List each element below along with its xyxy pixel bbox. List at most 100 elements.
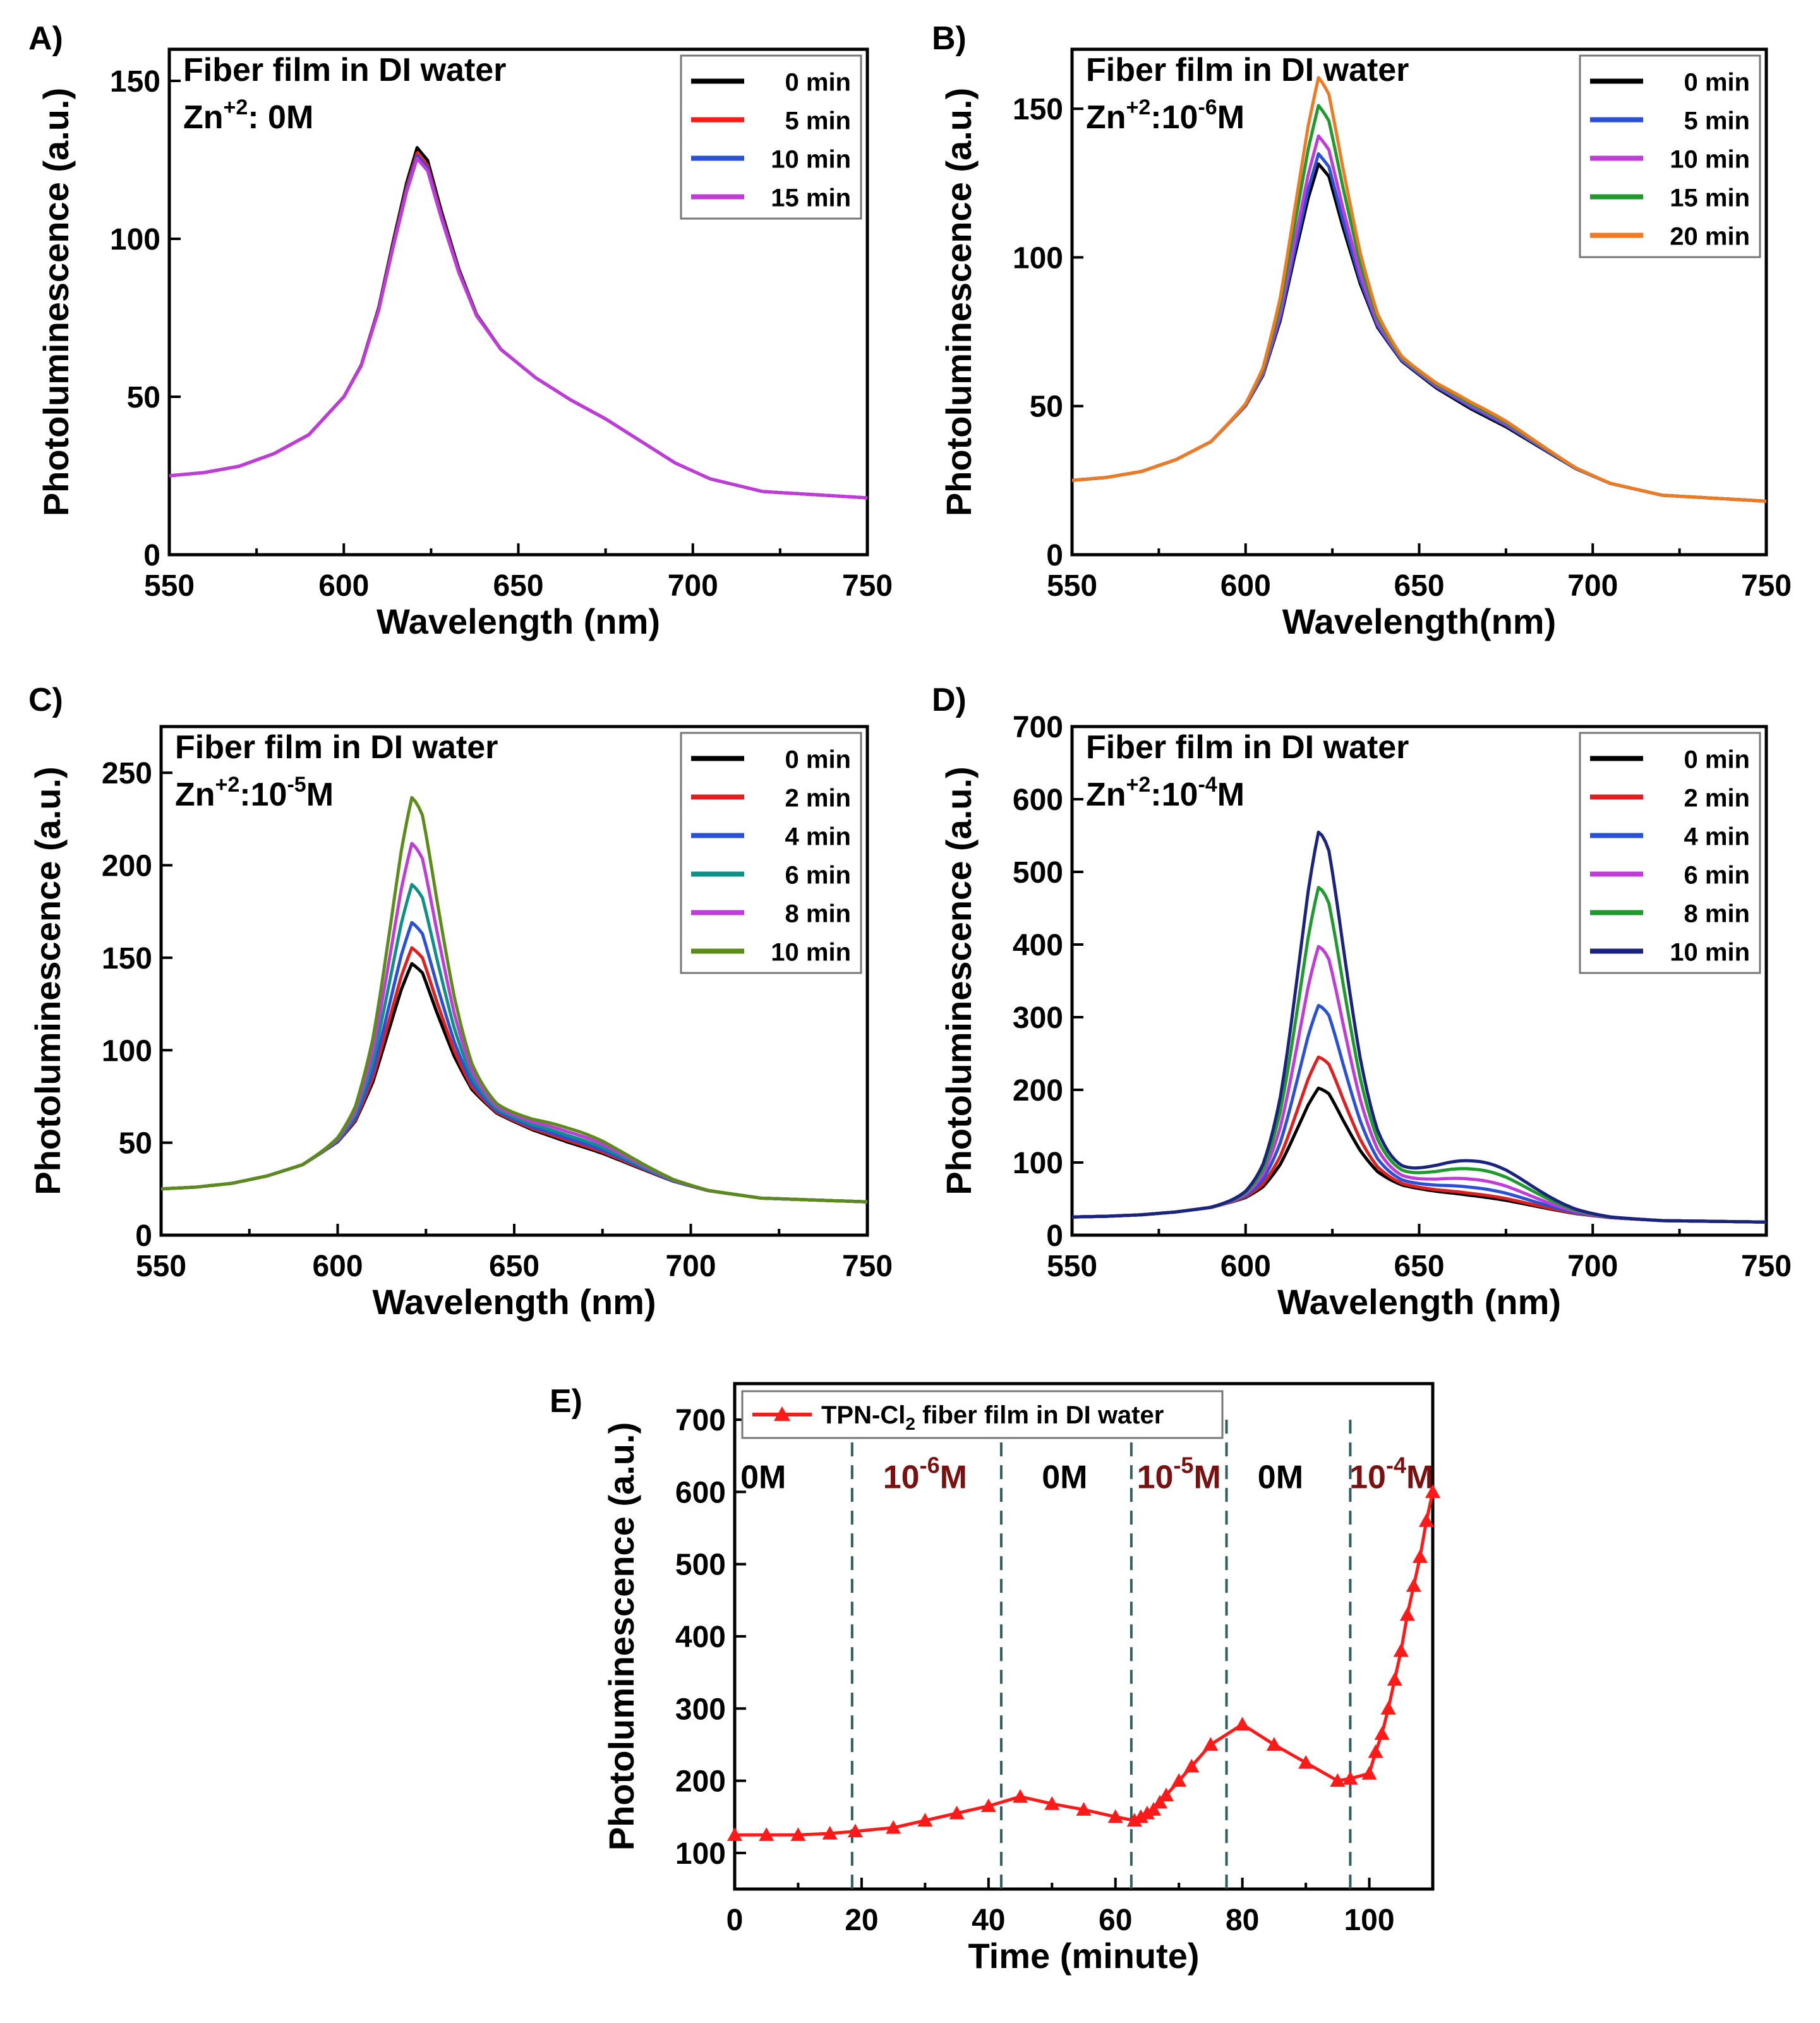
y-tick-label: 100 (110, 223, 160, 257)
x-tick-label: 100 (1344, 1904, 1394, 1937)
panel-label: C) (28, 682, 63, 718)
x-tick-label: 700 (1567, 1250, 1618, 1283)
data-point (1076, 1802, 1092, 1816)
y-tick-label: 700 (675, 1404, 726, 1437)
panel-b: 550 600 650 700 750 0 50 100 150 Wavelength(nm) Ph… (932, 20, 1792, 641)
series-group (169, 146, 867, 500)
legend-label: 10 min (771, 146, 851, 174)
data-point (1406, 1578, 1421, 1592)
series-line-0 (161, 962, 867, 1204)
x-axis-label: Wavelength (nm) (1277, 1282, 1561, 1322)
data-point (1171, 1773, 1187, 1787)
data-point (1152, 1794, 1168, 1809)
x-tick-label: 60 (1099, 1904, 1132, 1937)
annotation-rest: : 0M (248, 99, 313, 136)
legend-label: 0 min (1684, 69, 1750, 97)
legend-prefix: TPN-Cl (821, 1401, 905, 1429)
annotation-unit: M (1217, 99, 1244, 136)
region-label-exp: -5 (1173, 1452, 1193, 1478)
legend-box (1579, 732, 1761, 974)
series-line-3 (1072, 945, 1766, 1224)
y-tick-label: 200 (675, 1765, 726, 1799)
legend-label: 5 min (785, 107, 851, 135)
y-tick-label: 100 (675, 1837, 726, 1871)
x-tick-label: 550 (136, 1250, 186, 1283)
annotation-rest: :10 (239, 776, 287, 813)
y-tick-label: 700 (1013, 711, 1063, 744)
x-tick-label: 650 (1394, 569, 1444, 603)
legend: 0 min 5 min 10 min 15 min 20 min (1579, 54, 1761, 258)
legend-marker (774, 1406, 790, 1421)
data-point (1013, 1789, 1028, 1803)
legend: 0 min 5 min 10 min 15 min (680, 54, 862, 220)
annotation-zn: Zn+2:10-6M (1086, 95, 1244, 136)
y-tick-label: 0 (135, 1219, 152, 1253)
data-point (1146, 1802, 1161, 1816)
legend-label: 6 min (1684, 862, 1750, 890)
data-point (1380, 1701, 1396, 1715)
data-point (1139, 1806, 1155, 1820)
y-tick-label: 400 (675, 1621, 726, 1654)
data-point (790, 1827, 806, 1841)
region-label: 10-6M (883, 1452, 967, 1496)
x-tick-label: 700 (1567, 569, 1618, 603)
annotation-zn-text: Zn (183, 99, 224, 136)
annotation-zn: Zn+2:10-4M (1086, 773, 1244, 813)
data-point (980, 1798, 996, 1813)
data-point (1298, 1755, 1314, 1769)
x-tick-label: 600 (312, 1250, 363, 1283)
series-group (1072, 76, 1766, 503)
legend-label: 0 min (1684, 746, 1750, 774)
y-tick-label: 0 (143, 539, 160, 572)
legend-label: 8 min (1684, 900, 1750, 928)
y-tick-label: 0 (1046, 539, 1063, 572)
x-axis-label: Wavelength (nm) (372, 1282, 656, 1322)
annotation-zn: Zn+2:10-5M (175, 773, 334, 813)
y-tick-label: 500 (1013, 856, 1063, 890)
annotation-zn-sup: +2 (224, 95, 248, 119)
series-line-5 (161, 795, 867, 1204)
legend-label: 0 min (785, 69, 851, 97)
legend-suffix: fiber film in DI water (915, 1401, 1164, 1429)
data-point (1184, 1758, 1200, 1773)
x-tick-label: 650 (489, 1250, 539, 1283)
region-label: 0M (1042, 1459, 1087, 1496)
y-tick-label: 0 (1046, 1219, 1063, 1253)
region-label-main: 10 (1137, 1459, 1174, 1496)
panel-c: 550 600 650 700 750 0 50 100 150 200 250 Wavelength… (28, 682, 893, 1322)
legend-box (680, 54, 862, 220)
data-point (1330, 1773, 1346, 1787)
region-label-main: 10 (883, 1459, 920, 1496)
data-point (1412, 1549, 1428, 1563)
annotation-title: Fiber film in DI water (183, 52, 506, 88)
y-tick-label: 100 (1013, 241, 1063, 275)
annotation-zn-text: Zn (1086, 776, 1126, 813)
legend-label: 15 min (771, 184, 851, 212)
data-point (1342, 1771, 1358, 1785)
data-point (949, 1806, 965, 1820)
data-point (1234, 1717, 1250, 1731)
panel-label: D) (932, 682, 967, 718)
x-axis-label: Time (minute) (968, 1936, 1199, 1976)
panel-a: 550 600 650 700 750 0 50 100 150 Wavelength (nm) P… (28, 20, 893, 641)
y-tick-label: 100 (1013, 1147, 1063, 1180)
data-point (822, 1826, 838, 1840)
y-axis-label: Photoluminescence (a.u.) (36, 88, 76, 516)
annotation-title: Fiber film in DI water (1086, 729, 1409, 766)
annotation-exp: -6 (1198, 95, 1217, 119)
y-tick-label: 400 (1013, 929, 1063, 962)
annotation-title: Fiber film in DI water (1086, 52, 1409, 88)
data-point (1126, 1813, 1142, 1827)
region-label: 10-4M (1349, 1452, 1433, 1496)
x-axis-label: Wavelength(nm) (1282, 601, 1556, 641)
y-tick-label: 600 (675, 1476, 726, 1509)
data-point (1368, 1744, 1383, 1758)
legend-label: 2 min (785, 785, 851, 812)
panel-label: A) (28, 20, 63, 57)
y-tick-label: 200 (1013, 1074, 1063, 1108)
annotation-unit: M (1217, 776, 1244, 813)
data-point (1203, 1737, 1219, 1751)
legend-label: 4 min (1684, 823, 1750, 851)
x-tick-label: 80 (1226, 1904, 1259, 1937)
region-label-exp: -6 (920, 1452, 940, 1478)
